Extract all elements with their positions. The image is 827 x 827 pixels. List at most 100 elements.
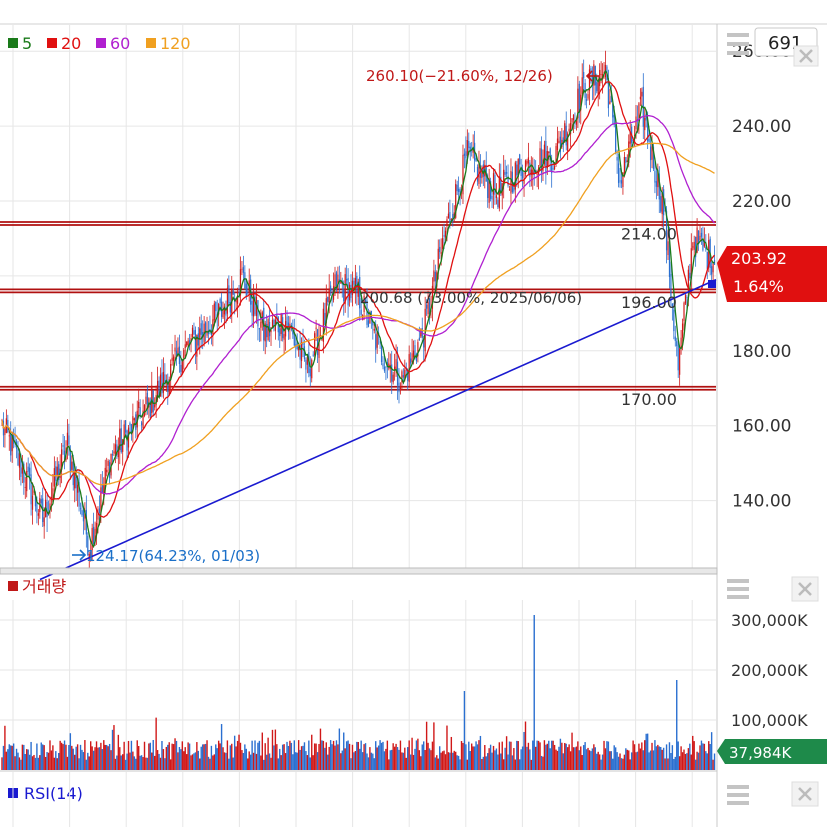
volume-bar: [353, 752, 355, 770]
candle-body: [452, 214, 454, 222]
candle-body: [191, 327, 194, 338]
candle-body: [91, 527, 93, 551]
candle-body: [168, 379, 170, 396]
volume-bar: [612, 758, 614, 770]
volume-bar: [351, 744, 354, 770]
candle-body: [505, 172, 508, 174]
price-settings-menu-icon[interactable]: [727, 33, 749, 55]
candle-body: [372, 320, 374, 326]
candle-body: [552, 168, 554, 170]
candle-body: [702, 239, 704, 251]
volume-bar: [204, 743, 207, 770]
volume-bar: [385, 748, 387, 770]
volume-bar: [399, 740, 402, 770]
candle-body: [562, 137, 564, 145]
volume-bar: [283, 744, 285, 770]
candle-body: [159, 374, 162, 397]
volume-bar: [273, 745, 275, 770]
volume-bar: [290, 742, 293, 770]
candle-body: [229, 301, 231, 313]
volume-bar: [574, 747, 576, 770]
volume-close-icon[interactable]: [791, 576, 819, 602]
volume-bar: [469, 750, 471, 770]
candle-body: [456, 184, 458, 192]
current-price-marker: [708, 280, 716, 288]
candle-body: [194, 329, 197, 352]
rsi-settings-menu-icon[interactable]: [727, 785, 749, 805]
volume-bar: [641, 742, 643, 770]
volume-bar: [56, 758, 58, 770]
volume-panel[interactable]: 거래량 300,000K 200,000K 100,000K 37,984K: [0, 576, 827, 770]
volume-bar: [276, 744, 278, 770]
volume-bar: [196, 742, 198, 770]
volume-bar: [617, 756, 620, 770]
rsi-panel[interactable]: RSI(14): [8, 772, 819, 827]
volume-bar: [207, 756, 210, 770]
volume-bar: [100, 742, 102, 770]
candle-body: [434, 271, 436, 282]
candle-body: [697, 231, 700, 245]
candle-body: [212, 319, 214, 335]
price-close-icon[interactable]: [793, 45, 819, 67]
candle-body: [74, 471, 76, 489]
volume-bar: [534, 746, 537, 770]
ma-legend[interactable]: 5 20 60 120: [8, 34, 191, 53]
volume-bar: [101, 749, 104, 770]
volume-bar: [241, 750, 243, 770]
volume-bar: [376, 747, 378, 770]
volume-bar: [65, 744, 67, 770]
volume-bar: [411, 737, 413, 770]
candle-body: [612, 103, 614, 118]
candle-body: [62, 444, 64, 447]
candle-body: [17, 448, 19, 466]
candle-body: [498, 176, 500, 209]
volume-bar: [334, 745, 336, 770]
rsi-close-icon[interactable]: [791, 781, 819, 807]
volume-bar: [299, 749, 301, 770]
candle-body: [197, 333, 199, 346]
volume-bar: [517, 741, 519, 770]
candle-body: [622, 173, 624, 188]
volume-bar: [347, 740, 349, 770]
candle-body: [309, 368, 311, 377]
volume-bar: [580, 746, 582, 770]
candle-body: [676, 341, 678, 347]
volume-bar: [254, 740, 256, 770]
candle-body: [657, 170, 659, 188]
volume-bar: [72, 748, 74, 770]
trendline[interactable]: [39, 278, 717, 581]
candle-body: [472, 147, 474, 153]
candle-body: [655, 181, 657, 187]
volume-bar: [74, 754, 76, 770]
volume-bar: [423, 741, 425, 770]
price-panel[interactable]: 260.00240.00220.00200.00180.00160.00140.…: [0, 25, 827, 581]
candle-body: [141, 422, 143, 426]
volume-bar: [242, 753, 245, 770]
volume-bar: [536, 740, 538, 770]
candle-body: [90, 551, 92, 557]
candle-body: [204, 322, 207, 334]
candle-body: [200, 323, 202, 335]
volume-bar: [521, 746, 524, 770]
candle-body: [558, 140, 560, 143]
candle-body: [226, 287, 228, 314]
candle-body: [564, 123, 566, 142]
candle-body: [465, 151, 467, 159]
candle-body: [442, 238, 444, 249]
volume-bar: [684, 753, 687, 770]
candle-body: [696, 227, 698, 253]
volume-bar: [143, 741, 146, 770]
candle-body: [487, 178, 489, 199]
volume-bar: [265, 754, 268, 770]
volume-bar: [524, 721, 527, 770]
candle-body: [94, 528, 96, 543]
volume-bar: [507, 754, 509, 770]
current-price-badge: 203.92 1.64%: [717, 246, 827, 302]
volume-bar: [193, 753, 195, 770]
panel-divider[interactable]: [0, 567, 718, 575]
volume-bar: [34, 757, 37, 770]
volume-bar: [161, 740, 163, 770]
volume-settings-menu-icon[interactable]: [727, 579, 749, 599]
candle-body: [338, 279, 340, 282]
volume-bar: [120, 755, 122, 770]
